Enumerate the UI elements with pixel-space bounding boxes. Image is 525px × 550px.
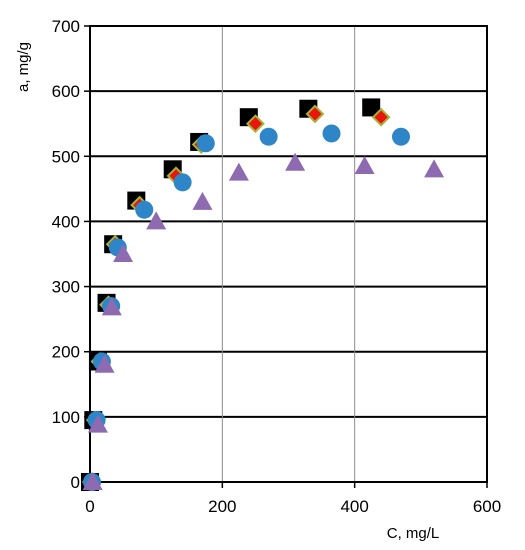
y-tick-label: 0 [71,473,80,492]
diamond-point [246,114,265,134]
y-tick-label: 600 [52,82,80,101]
triangle-point [285,152,306,171]
diamond-point [371,107,391,127]
circle-point [135,200,154,219]
triangle-point [82,472,103,490]
y-tick-label: 300 [52,278,80,297]
triangle-point [354,156,375,175]
x-tick-label: 600 [473,497,501,516]
triangle-point [146,211,167,230]
y-tick-label: 100 [52,408,80,427]
tick-labels: 0 100 200 300 400 500 600 700 0 200 400 600 [52,17,502,516]
grid-lines [84,25,488,488]
series-diamond [81,104,391,492]
data-points [81,98,445,492]
y-axis-label: a, mg/g [15,42,32,92]
series-square [81,98,381,491]
triangle-point [424,159,445,178]
circle-point [322,124,341,143]
series-triangle [82,152,445,490]
triangle-point [87,414,108,433]
diamond-point [305,104,325,124]
y-tick-label: 500 [52,147,80,166]
x-axis-label: C, mg/L [387,525,440,542]
triangle-point [94,354,115,373]
y-tick-label: 200 [52,343,80,362]
circle-point [391,127,410,146]
series-circle [82,124,410,491]
triangle-point [101,297,122,316]
x-tick-label: 0 [85,497,94,516]
triangle-point [228,162,249,181]
y-tick-label: 700 [52,17,80,36]
circle-point [196,134,215,153]
y-tick-label: 400 [52,212,80,231]
triangle-point [192,191,213,210]
x-tick-label: 400 [340,497,368,516]
x-tick-label: 200 [208,497,236,516]
square-point [362,98,381,117]
circle-point [259,127,278,146]
plot-area-border [89,25,488,483]
triangle-point [113,244,134,262]
circle-point [173,173,192,192]
